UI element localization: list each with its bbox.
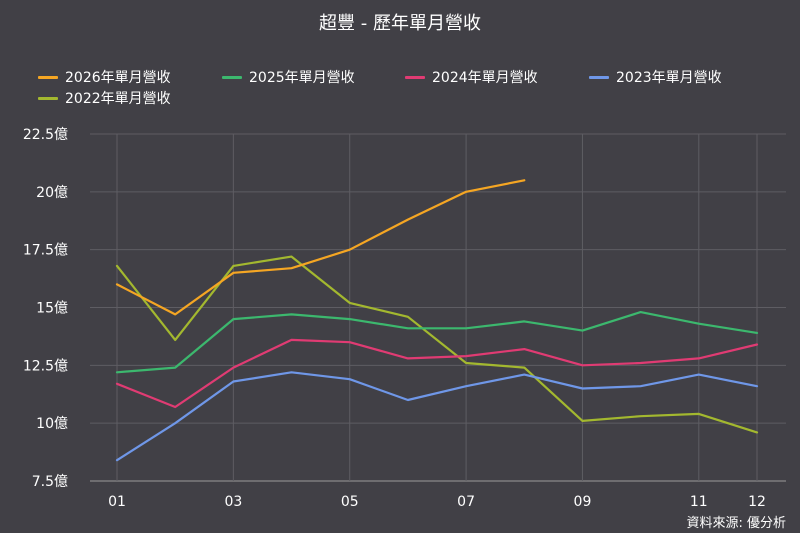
series-lines bbox=[115, 179, 759, 462]
legend-item[interactable]: 2025年單月營收 bbox=[222, 68, 355, 88]
legend-label: 2022年單月營收 bbox=[65, 91, 171, 107]
axes: 7.5億 10億 12.5億 15億 17.5億 20億 22.5億 01 03 05 07 09 11… bbox=[23, 127, 766, 510]
y-tick-label: 7.5億 bbox=[32, 474, 68, 490]
legend-item[interactable]: 2023年單月營收 bbox=[589, 68, 722, 88]
series-line-2023年單月營收 bbox=[115, 371, 759, 462]
y-tick-label: 10億 bbox=[36, 416, 68, 432]
legend-swatch bbox=[38, 96, 58, 100]
legend-swatch bbox=[222, 75, 242, 79]
legend-swatch bbox=[405, 75, 425, 79]
series-line-2024年單月營收 bbox=[115, 338, 759, 409]
y-tick-label: 12.5億 bbox=[23, 358, 68, 374]
legend-item[interactable]: 2024年單月營收 bbox=[405, 68, 538, 88]
x-tick-label: 12 bbox=[748, 494, 766, 510]
y-tick-label: 20億 bbox=[36, 185, 68, 201]
legend-swatch bbox=[589, 75, 609, 79]
x-tick-label: 09 bbox=[574, 494, 592, 510]
x-tick-label: 03 bbox=[224, 494, 242, 510]
grid bbox=[90, 133, 786, 482]
legend-swatch bbox=[38, 75, 58, 79]
x-tick-label: 05 bbox=[341, 494, 359, 510]
legend-item[interactable]: 2026年單月營收 bbox=[38, 68, 171, 88]
series-line-2026年單月營收 bbox=[115, 179, 526, 316]
legend-label: 2024年單月營收 bbox=[432, 70, 538, 86]
series-line-2022年單月營收 bbox=[115, 255, 759, 434]
legend-item[interactable]: 2022年單月營收 bbox=[38, 89, 171, 109]
series-line-2025年單月營收 bbox=[115, 311, 759, 374]
y-tick-label: 17.5億 bbox=[23, 243, 68, 259]
x-tick-label: 01 bbox=[108, 494, 126, 510]
legend-label: 2026年單月營收 bbox=[65, 70, 171, 86]
y-tick-label: 15億 bbox=[36, 301, 68, 317]
y-tick-label: 22.5億 bbox=[23, 127, 68, 143]
source-note: 資料來源: 優分析 bbox=[686, 516, 786, 531]
chart-title: 超豐 - 歷年單月營收 bbox=[319, 13, 481, 34]
x-tick-label: 11 bbox=[690, 494, 708, 510]
legend-label: 2025年單月營收 bbox=[249, 70, 355, 86]
legend-label: 2023年單月營收 bbox=[616, 70, 722, 86]
x-tick-label: 07 bbox=[457, 494, 475, 510]
